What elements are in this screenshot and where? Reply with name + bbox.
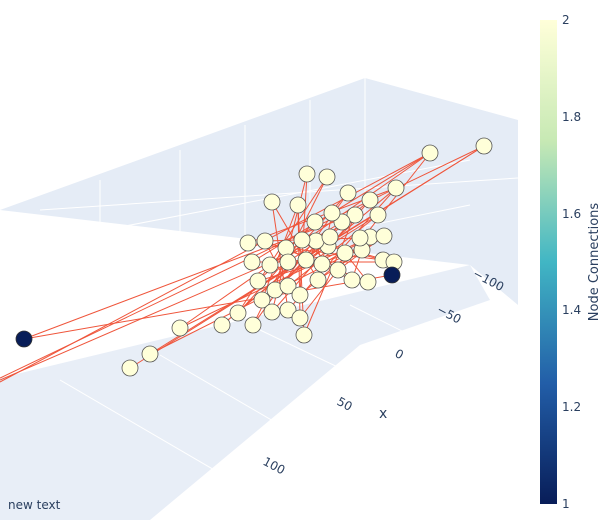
node[interactable] (243, 253, 261, 271)
node[interactable] (279, 301, 297, 319)
node[interactable] (244, 316, 262, 334)
colorbar-gradient (540, 20, 557, 504)
node[interactable] (475, 137, 493, 155)
node[interactable] (263, 303, 281, 321)
node[interactable] (351, 229, 369, 247)
colorbar-title: Node Connections (587, 203, 602, 322)
node[interactable] (293, 231, 311, 249)
node[interactable] (339, 184, 357, 202)
node[interactable] (359, 273, 377, 291)
node[interactable] (239, 234, 257, 252)
edge (0, 249, 301, 381)
node[interactable] (253, 291, 271, 309)
colorbar-tick: 1 (562, 497, 570, 511)
node[interactable] (321, 228, 339, 246)
node[interactable] (277, 239, 295, 257)
node[interactable] (297, 251, 315, 269)
node[interactable] (229, 304, 247, 322)
node[interactable] (369, 206, 387, 224)
node[interactable] (421, 144, 439, 162)
node[interactable] (375, 227, 393, 245)
node[interactable] (298, 165, 316, 183)
node[interactable] (361, 191, 379, 209)
annotation-text: new text (8, 498, 61, 512)
grid-line (259, 329, 471, 431)
node[interactable] (323, 204, 341, 222)
node[interactable] (141, 345, 159, 363)
colorbar-tick: 1.4 (562, 303, 581, 317)
node[interactable] (289, 196, 307, 214)
node[interactable] (313, 255, 331, 273)
grid-line (349, 304, 501, 381)
node[interactable] (263, 193, 281, 211)
x-tick-label: 100 (261, 454, 288, 477)
node[interactable] (346, 206, 364, 224)
node[interactable] (213, 316, 231, 334)
node[interactable] (343, 271, 361, 289)
node[interactable] (387, 179, 405, 197)
x-axis-title: x (379, 406, 387, 422)
grid-line (39, 177, 519, 211)
back-plane (0, 78, 518, 305)
grid-line (0, 159, 471, 251)
grid-line (159, 354, 401, 496)
nodes[interactable] (15, 137, 493, 377)
colorbar-tick: 2 (562, 13, 570, 27)
node[interactable] (171, 319, 189, 337)
node[interactable] (307, 232, 325, 250)
node[interactable] (291, 309, 309, 327)
edge (23, 274, 393, 340)
grid-line (0, 204, 471, 301)
colorbar-tick: 1.8 (562, 110, 581, 124)
node[interactable] (256, 232, 274, 250)
node[interactable] (261, 256, 279, 274)
node[interactable] (309, 271, 327, 289)
colorbar-tick: 1.2 (562, 400, 581, 414)
node[interactable] (306, 213, 324, 231)
node[interactable] (291, 286, 309, 304)
node[interactable] (279, 277, 297, 295)
x-tick-label: 0 (393, 346, 406, 362)
node[interactable] (121, 359, 139, 377)
scene-planes (0, 78, 518, 520)
node[interactable] (336, 244, 354, 262)
colorbar: 2 1.8 1.6 1.4 1.2 1 Node Connections (540, 13, 602, 511)
edge (0, 152, 431, 383)
node[interactable] (295, 326, 313, 344)
grid-lines (0, 78, 519, 521)
node[interactable] (329, 261, 347, 279)
node[interactable] (318, 168, 336, 186)
node[interactable] (15, 330, 33, 348)
node[interactable] (279, 253, 297, 271)
grid-line (59, 379, 301, 521)
colorbar-tick: 1.6 (562, 207, 581, 221)
node[interactable] (383, 266, 401, 284)
x-tick-label: 50 (335, 394, 355, 414)
floor-plane (0, 265, 490, 520)
node[interactable] (249, 272, 267, 290)
